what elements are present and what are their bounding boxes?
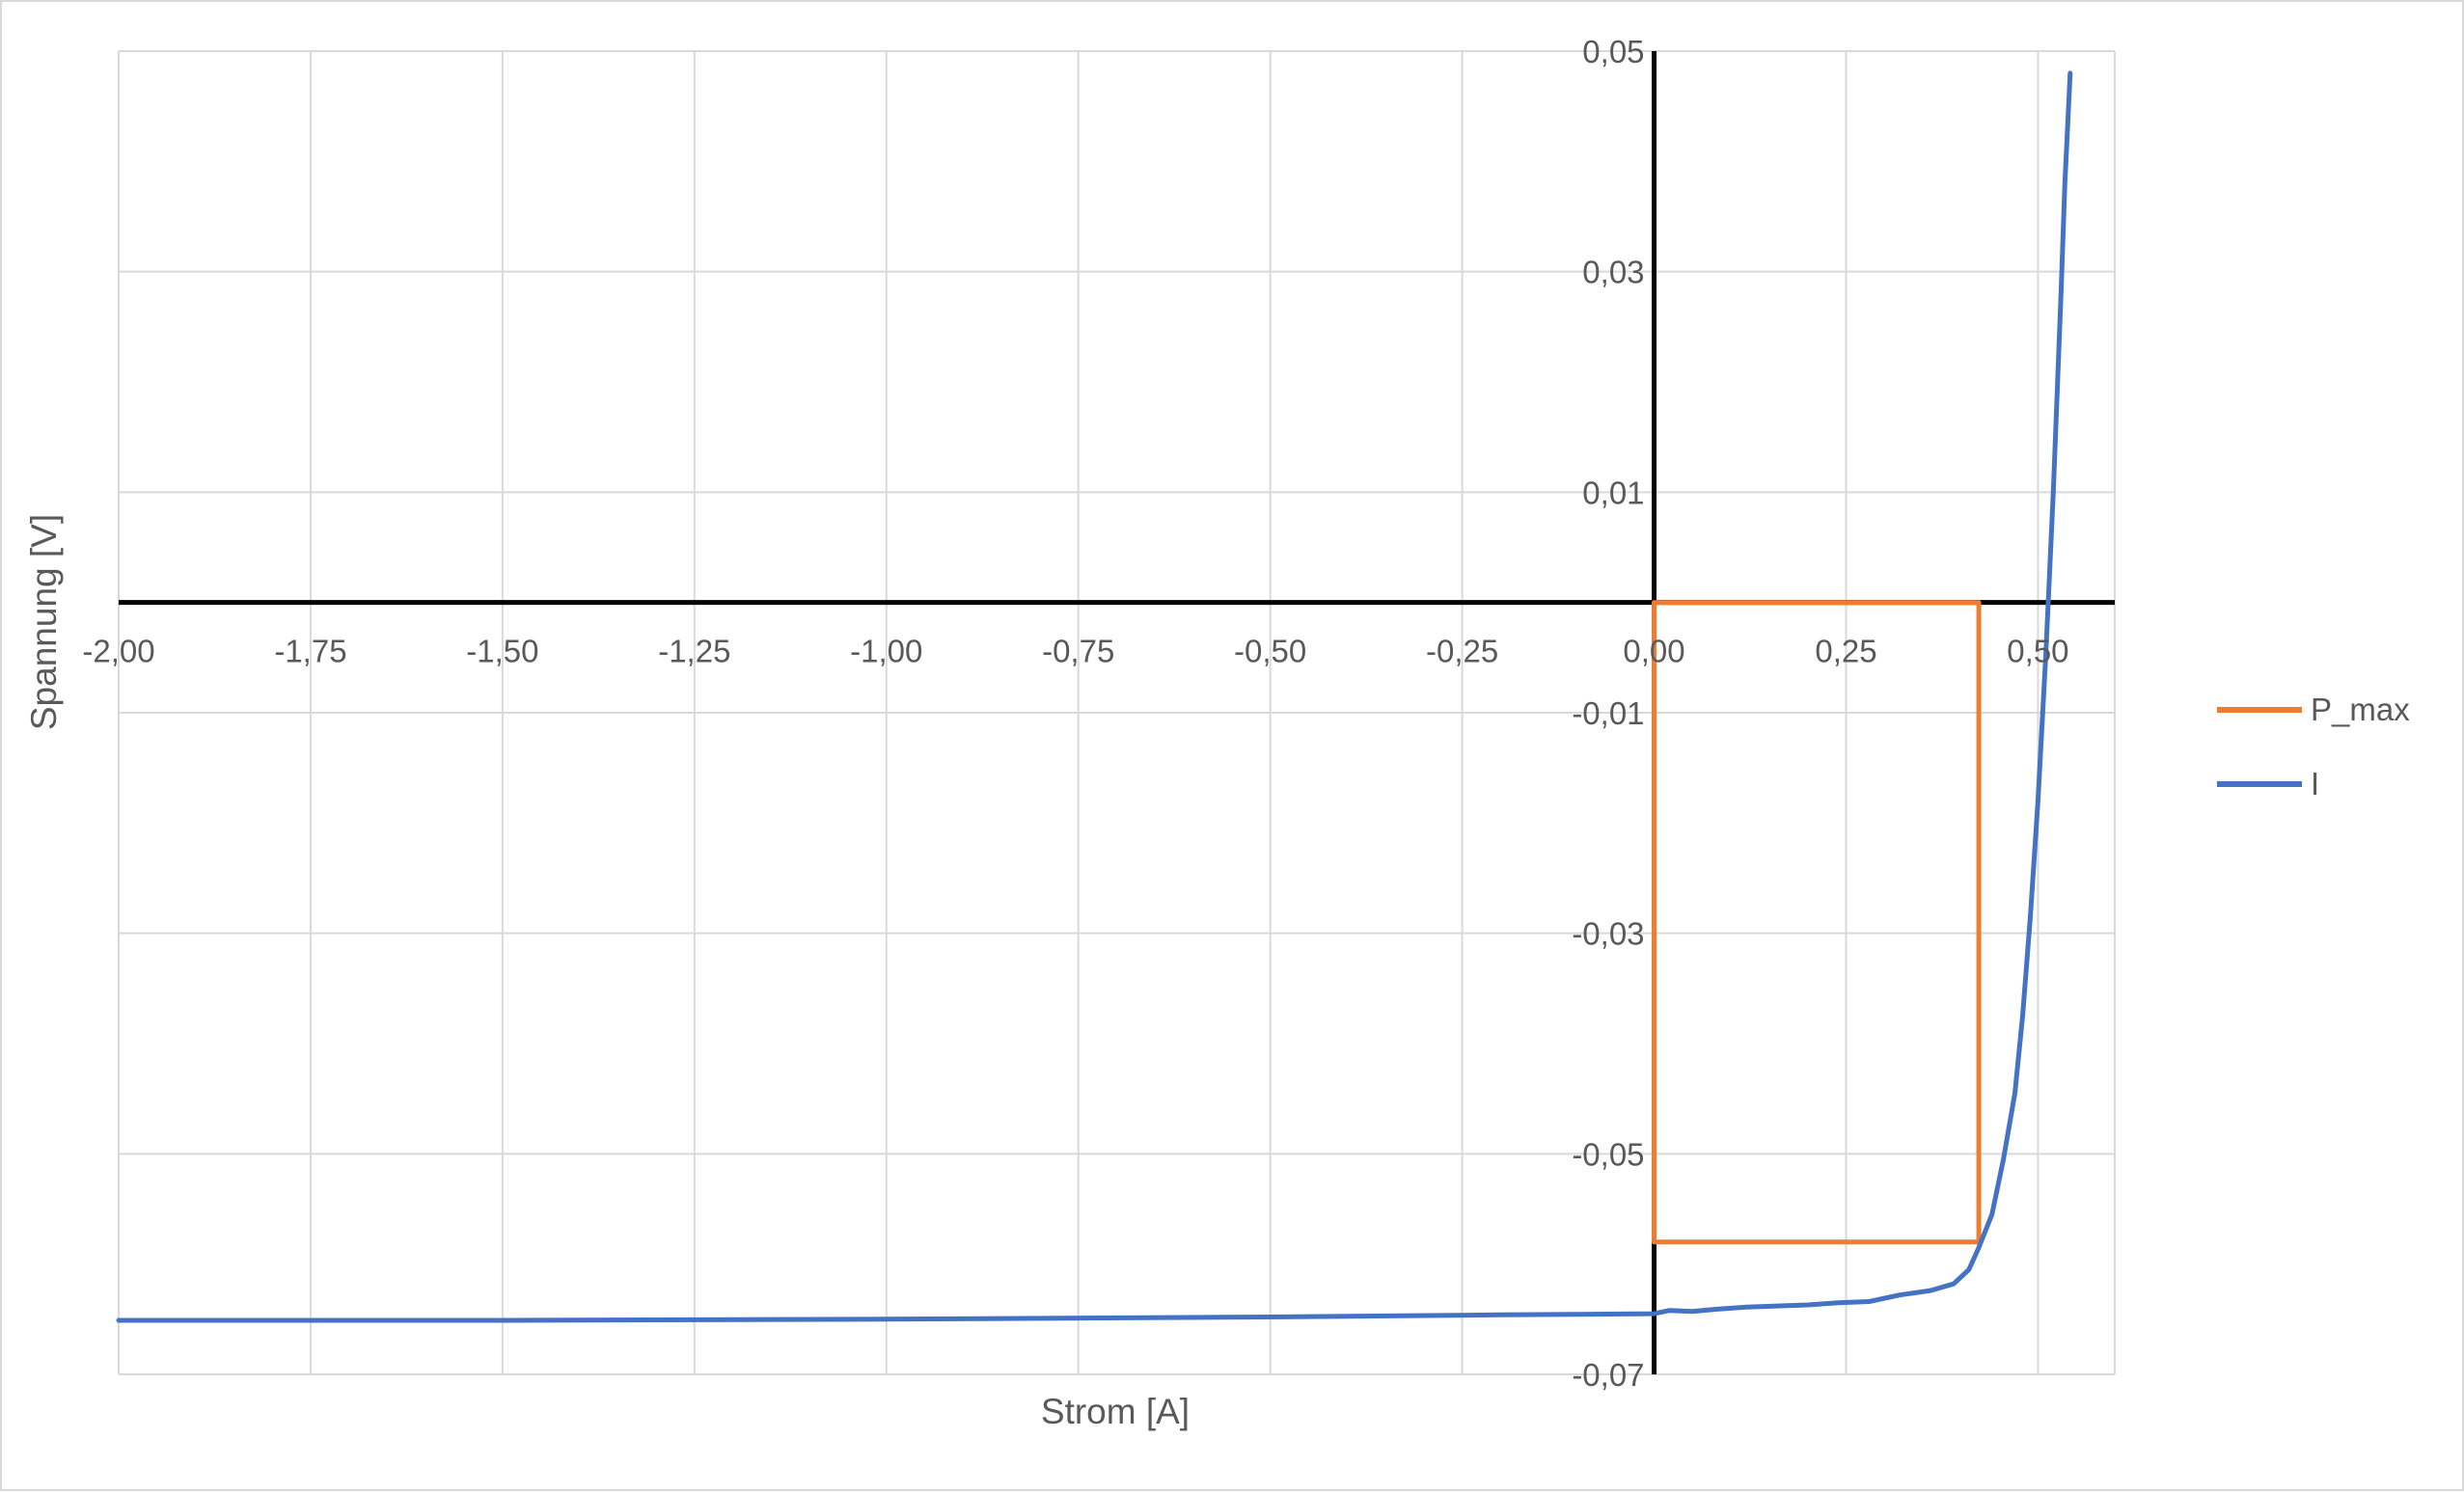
y-tick-label: -0,03 bbox=[1572, 916, 1644, 952]
series-layer bbox=[116, 70, 2073, 1323]
label-layer: -2,00 -1,75 -1,50 -1,25 -1,00 -0,75 -0,50 -0,25… bbox=[82, 34, 2068, 1393]
x-tick-label: 0,50 bbox=[2007, 634, 2068, 669]
x-tick-label: -1,50 bbox=[466, 634, 538, 669]
y-tick-label: -0,05 bbox=[1572, 1136, 1644, 1172]
legend-label-i: I bbox=[2311, 766, 2319, 801]
series-line-i bbox=[116, 70, 2073, 1323]
y-tick-label: -0,01 bbox=[1572, 695, 1644, 731]
series-line-p-max bbox=[1652, 600, 1982, 1245]
x-tick-label: -0,25 bbox=[1426, 634, 1498, 669]
x-tick-label: -1,25 bbox=[658, 634, 730, 669]
x-tick-label: -1,00 bbox=[850, 634, 922, 669]
y-tick-label: -0,07 bbox=[1572, 1357, 1644, 1393]
legend: P_max I bbox=[2217, 692, 2410, 801]
y-tick-label: 0,03 bbox=[1582, 255, 1644, 290]
x-tick-label: -1,75 bbox=[274, 634, 346, 669]
x-axis-title: Strom [A] bbox=[1041, 1392, 1190, 1431]
y-axis-title: Spannung [V] bbox=[24, 514, 64, 730]
y-tick-label: 0,05 bbox=[1582, 34, 1644, 69]
x-tick-label: -0,75 bbox=[1042, 634, 1114, 669]
x-tick-label: -2,00 bbox=[82, 634, 154, 669]
y-tick-label: 0,01 bbox=[1582, 475, 1644, 510]
x-tick-label: 0,25 bbox=[1815, 634, 1876, 669]
legend-label-p-max: P_max bbox=[2311, 692, 2410, 727]
x-tick-label: 0,00 bbox=[1623, 634, 1684, 669]
grid-layer bbox=[118, 50, 2116, 1375]
x-tick-label: -0,50 bbox=[1234, 634, 1306, 669]
